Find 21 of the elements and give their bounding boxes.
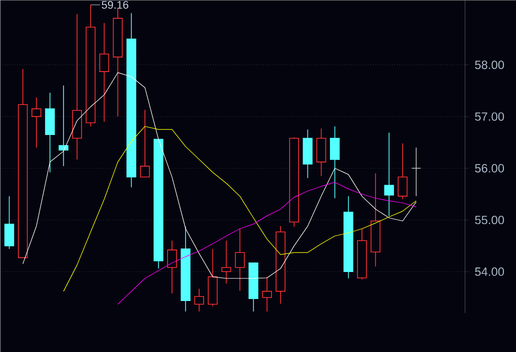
candlestick (330, 126, 340, 199)
candlestick (32, 97, 42, 148)
y-tick-label: 58.00 (475, 60, 504, 70)
candlestick (194, 288, 204, 312)
candlestick (221, 240, 232, 284)
candlestick (398, 143, 408, 200)
candlestick (384, 132, 394, 216)
y-tick-label: 56.00 (475, 164, 504, 172)
annotation: 59.16 (102, 1, 128, 9)
candlestick (262, 276, 272, 312)
candlestick (99, 22, 110, 122)
line-series (63, 126, 417, 292)
y-tick-label: 55.00 (475, 216, 504, 224)
candlestick (234, 228, 245, 292)
candlestick (4, 196, 14, 250)
candlestick (167, 240, 177, 294)
candlestick (58, 85, 68, 167)
y-tick-label: 57.00 (475, 112, 504, 121)
candlestick (316, 128, 326, 176)
y-tick-label: 54.00 (475, 267, 504, 276)
candlestick (140, 109, 150, 178)
